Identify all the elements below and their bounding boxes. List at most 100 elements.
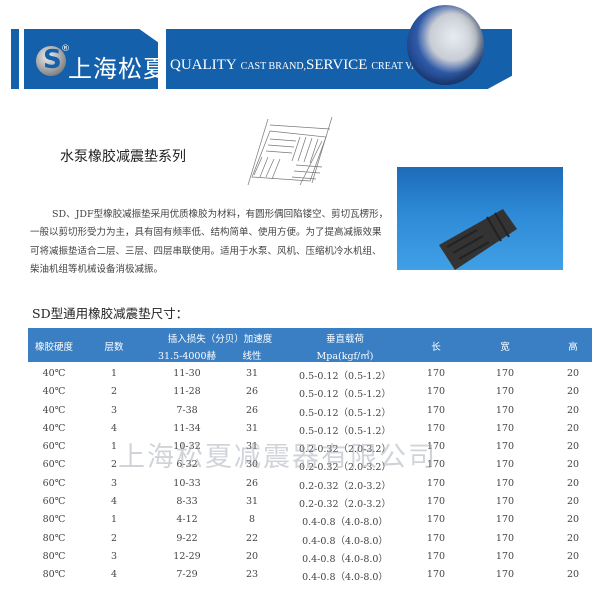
product-description: SD、JDF型橡胶减振垫采用优质橡胶为材料，有圆形偶回陷镂空、剪切瓦楞形，一般以… — [30, 209, 389, 275]
header-loss-sub: 31.5-4000赫 — [157, 351, 217, 362]
cell-length: 170 — [426, 441, 446, 453]
cell-height: 20 — [566, 514, 580, 526]
table-row: 60℃ 3 10-33 26 0.2-0.32（2.0-3.2） 170 170 20 — [28, 475, 592, 493]
cell-layers: 1 — [110, 441, 118, 453]
table-row: 80℃ 4 7-29 23 0.4-0.8（4.0-8.0） 170 170 20 — [28, 566, 592, 584]
cell-hardness: 80℃ — [42, 569, 66, 581]
cell-width: 170 — [495, 477, 515, 489]
header-hardness: 橡胶硬度 — [34, 342, 74, 353]
slogan: QUALITY CAST BRAND,SERVICE CREAT VALUE — [170, 56, 438, 74]
cell-loss: 4-12 — [176, 514, 198, 526]
cell-width: 170 — [495, 459, 515, 471]
cell-hardness: 60℃ — [42, 496, 66, 508]
table-row: 60℃ 2 6-32 30 0.2-0.32（2.0-3.2） 170 170 20 — [28, 456, 592, 474]
cell-width: 170 — [495, 514, 515, 526]
globe-icon — [407, 5, 484, 85]
cell-layers: 2 — [110, 386, 118, 398]
cell-layers: 4 — [110, 422, 118, 434]
table-body: 40℃ 1 11-30 31 0.5-0.12（0.5-1.2） 170 170 20 40℃ 2… — [28, 362, 592, 585]
cell-hardness: 80℃ — [42, 550, 66, 562]
product-title: 水泵橡胶减震垫系列 — [60, 149, 186, 165]
cell-height: 20 — [566, 422, 580, 434]
cell-layers: 3 — [110, 477, 118, 489]
cell-width: 170 — [495, 532, 515, 544]
header-width: 宽 — [500, 342, 510, 353]
cell-loss: 12-29 — [173, 550, 201, 562]
cell-width: 170 — [495, 550, 515, 562]
slogan-cast-brand: CAST BRAND, — [240, 61, 307, 72]
cell-load: 0.5-0.12（0.5-1.2） — [299, 407, 391, 419]
cell-layers: 2 — [110, 459, 118, 471]
cell-width: 170 — [495, 569, 515, 581]
cell-linear: 31 — [245, 422, 259, 434]
table-header: 橡胶硬度 层数 插入损失（分贝）加速度 31.5-4000赫 线性 垂直载荷 M… — [28, 328, 592, 362]
table-row: 60℃ 1 10-32 31 0.2-0.32（2.0-3.2） 170 170 20 — [28, 438, 592, 456]
slogan-creat-value: CREAT VALUE — [371, 61, 438, 72]
cell-load: 0.4-0.8（4.0-8.0） — [302, 517, 388, 529]
cell-loss: 10-32 — [173, 441, 201, 453]
cell-hardness: 40℃ — [42, 368, 66, 379]
cell-height: 20 — [566, 368, 580, 379]
cell-load: 0.2-0.32（2.0-3.2） — [299, 480, 391, 492]
cell-length: 170 — [426, 422, 446, 434]
cell-loss: 10-33 — [173, 477, 201, 489]
slogan-quality: QUALITY — [170, 57, 237, 73]
cell-width: 170 — [495, 422, 515, 434]
cell-loss: 9-22 — [176, 532, 198, 544]
cell-width: 170 — [495, 441, 515, 453]
cell-width: 170 — [495, 404, 515, 416]
cell-load: 0.2-0.32（2.0-3.2） — [299, 444, 391, 456]
cell-hardness: 60℃ — [42, 477, 66, 489]
cell-height: 20 — [566, 441, 580, 453]
cell-linear: 26 — [245, 477, 259, 489]
cell-length: 170 — [426, 532, 446, 544]
cell-linear: 31 — [245, 368, 259, 379]
cell-linear: 26 — [245, 386, 259, 398]
cell-width: 170 — [495, 386, 515, 398]
cell-loss: 6-32 — [176, 459, 198, 471]
table-row: 80℃ 2 9-22 22 0.4-0.8（4.0-8.0） 170 170 20 — [28, 530, 592, 548]
cell-linear: 31 — [245, 496, 259, 508]
cell-layers: 4 — [110, 496, 118, 508]
watermark: 上海松夏减震器有限公司 — [118, 442, 437, 473]
cell-hardness: 40℃ — [42, 386, 66, 398]
cell-height: 20 — [566, 496, 580, 508]
cell-width: 170 — [495, 368, 515, 379]
brand-name: 上海松夏 — [68, 55, 168, 83]
table-row: 40℃ 1 11-30 31 0.5-0.12（0.5-1.2） 170 170 20 — [28, 365, 592, 383]
cell-length: 170 — [426, 550, 446, 562]
cell-hardness: 60℃ — [42, 459, 66, 471]
cell-hardness: 80℃ — [42, 532, 66, 544]
logo-icon: S — [36, 45, 66, 76]
table-row: 80℃ 1 4-12 8 0.4-0.8（4.0-8.0） 170 170 20 — [28, 511, 592, 529]
cell-loss: 11-30 — [173, 368, 201, 379]
table-row: 40℃ 3 7-38 26 0.5-0.12（0.5-1.2） 170 170 20 — [28, 402, 592, 420]
cell-hardness: 60℃ — [42, 441, 66, 453]
header-height: 高 — [568, 342, 578, 353]
header-load: 垂直载荷 — [325, 334, 365, 345]
cell-load: 0.2-0.32（2.0-3.2） — [299, 462, 391, 474]
header-linear: 线性 — [242, 351, 262, 362]
cell-linear: 30 — [245, 459, 259, 471]
cell-length: 170 — [426, 386, 446, 398]
table-title: SD型通用橡胶减震垫尺寸： — [32, 306, 189, 321]
cell-hardness: 40℃ — [42, 404, 66, 416]
cell-layers: 2 — [110, 532, 118, 544]
cell-linear: 8 — [248, 514, 256, 526]
cell-loss: 7-38 — [176, 404, 198, 416]
cell-height: 20 — [566, 477, 580, 489]
rubber-pad-image — [439, 209, 517, 270]
cell-length: 170 — [426, 477, 446, 489]
cell-height: 20 — [566, 550, 580, 562]
registered-mark: ® — [61, 44, 70, 54]
cell-linear: 26 — [245, 404, 259, 416]
header-load-sub: Mpa(kgf/㎡) — [316, 351, 374, 362]
table-row: 60℃ 4 8-33 31 0.2-0.32（2.0-3.2） 170 170 20 — [28, 493, 592, 511]
header-loss: 插入损失（分贝）加速度 — [167, 334, 273, 345]
spec-table: 橡胶硬度 层数 插入损失（分贝）加速度 31.5-4000赫 线性 垂直载荷 M… — [28, 328, 592, 585]
cell-hardness: 40℃ — [42, 422, 66, 434]
cell-loss: 11-28 — [173, 386, 201, 398]
cell-load: 0.5-0.12（0.5-1.2） — [299, 425, 391, 437]
cell-layers: 1 — [110, 514, 118, 526]
cell-linear: 31 — [245, 441, 259, 453]
